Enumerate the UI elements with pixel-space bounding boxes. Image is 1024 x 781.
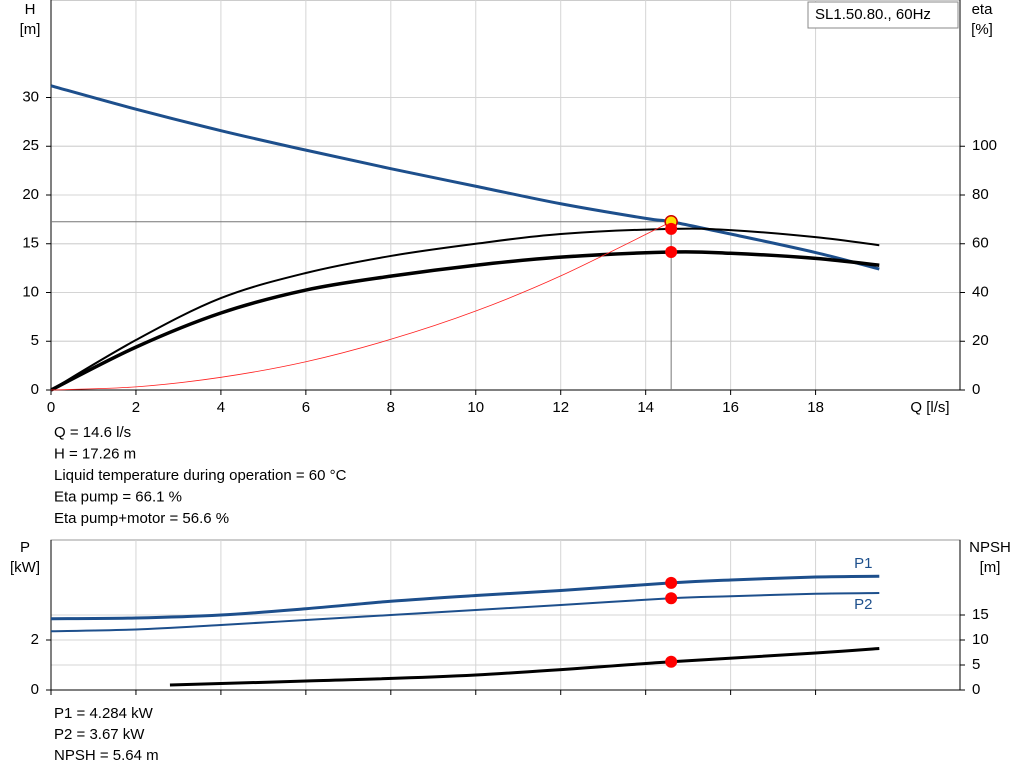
x-tick-label: 4 xyxy=(217,399,225,416)
y-tick-label: 5 xyxy=(31,332,39,349)
x-tick-label: 10 xyxy=(467,399,484,416)
operating-point xyxy=(665,576,678,589)
y-tick-label: 30 xyxy=(22,88,39,105)
x-tick-label: 16 xyxy=(722,399,739,416)
operating-note: Eta pump+motor = 56.6 % xyxy=(54,510,229,527)
y2-tick-label: 0 xyxy=(972,681,980,698)
y2-axis-label: NPSH xyxy=(969,539,1011,556)
y-axis-label: P xyxy=(20,539,30,556)
operating-point xyxy=(665,592,678,605)
x-axis-label: Q [l/s] xyxy=(910,399,949,416)
curve xyxy=(50,250,880,392)
y-axis-label: H xyxy=(25,1,36,18)
y-tick-label: 15 xyxy=(22,235,39,252)
series-label: P2 xyxy=(854,596,872,613)
operating-note: NPSH = 5.64 m xyxy=(54,747,159,764)
x-tick-label: 0 xyxy=(47,399,55,416)
y2-tick-label: 15 xyxy=(972,606,989,623)
x-tick-label: 12 xyxy=(552,399,569,416)
legend-box xyxy=(807,1,959,29)
y2-tick-label: 0 xyxy=(972,381,980,398)
y2-axis-unit: [%] xyxy=(971,21,993,38)
x-tick-label: 14 xyxy=(637,399,654,416)
y-tick-label: 0 xyxy=(31,381,39,398)
series-label: P1 xyxy=(854,555,872,572)
operating-point xyxy=(665,246,678,259)
operating-note: P1 = 4.284 kW xyxy=(54,705,154,722)
operating-note: H = 17.26 m xyxy=(54,445,136,462)
x-tick-label: 18 xyxy=(807,399,824,416)
y2-tick-label: 20 xyxy=(972,332,989,349)
y2-tick-label: 40 xyxy=(972,283,989,300)
x-tick-label: 2 xyxy=(132,399,140,416)
curve xyxy=(50,221,672,391)
x-tick-label: 8 xyxy=(387,399,395,416)
operating-point xyxy=(665,222,678,235)
curve xyxy=(50,592,880,633)
curve xyxy=(169,647,880,687)
operating-note: Liquid temperature during operation = 60… xyxy=(54,467,347,484)
y2-tick-label: 5 xyxy=(972,656,980,673)
y-tick-label: 0 xyxy=(31,681,39,698)
y-tick-label: 10 xyxy=(22,283,39,300)
curve xyxy=(50,84,880,271)
y2-axis-label: eta xyxy=(972,1,994,18)
y-tick-label: 2 xyxy=(31,631,39,648)
y2-tick-label: 100 xyxy=(972,137,997,154)
x-tick-label: 6 xyxy=(302,399,310,416)
y2-tick-label: 80 xyxy=(972,186,989,203)
y2-tick-label: 60 xyxy=(972,235,989,252)
curve xyxy=(50,227,880,391)
y2-axis-unit: [m] xyxy=(980,559,1001,576)
operating-point xyxy=(665,655,678,668)
y-axis-unit: [kW] xyxy=(10,559,40,576)
operating-note: Eta pump = 66.1 % xyxy=(54,488,182,505)
y-axis-unit: [m] xyxy=(20,21,41,38)
legend-title: SL1.50.80., 60Hz xyxy=(815,6,931,23)
curve xyxy=(50,574,880,621)
y-tick-label: 25 xyxy=(22,137,39,154)
operating-note: Q = 14.6 l/s xyxy=(54,424,131,441)
y-tick-label: 20 xyxy=(22,186,39,203)
operating-note: P2 = 3.67 kW xyxy=(54,726,145,743)
y2-tick-label: 10 xyxy=(972,631,989,648)
